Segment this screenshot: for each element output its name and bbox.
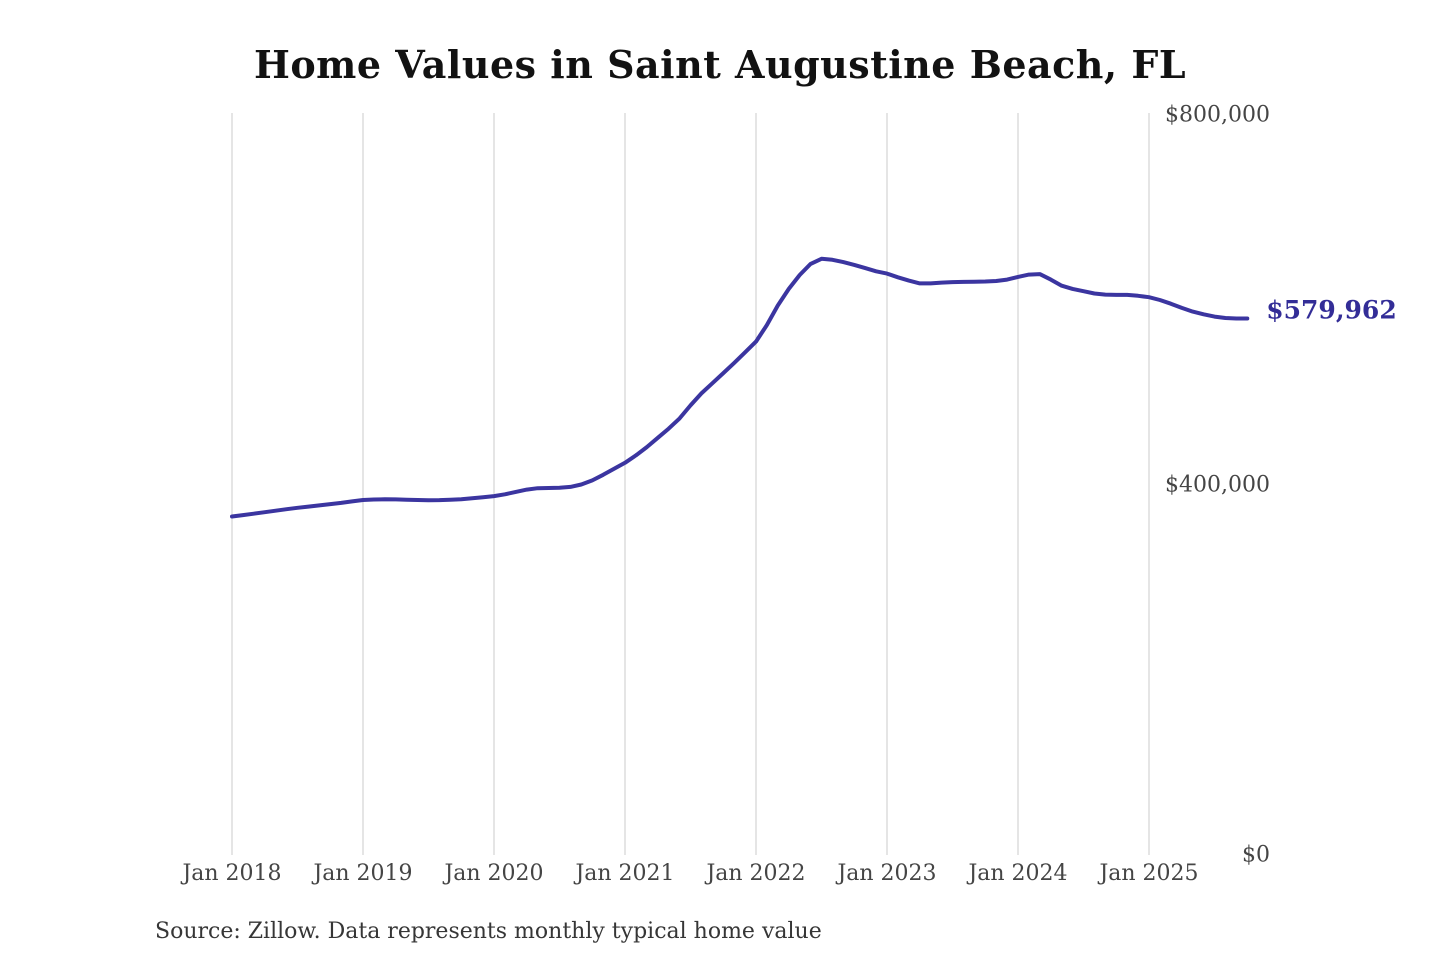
- x-axis-tick-label: Jan 2025: [1099, 861, 1199, 886]
- x-axis-tick-label: Jan 2020: [444, 861, 544, 886]
- x-axis-tick-label: Jan 2018: [182, 861, 282, 886]
- x-axis-tick-label: Jan 2021: [575, 861, 675, 886]
- y-axis-tick-label: $800,000: [1165, 102, 1270, 128]
- x-axis-tick-label: Jan 2023: [837, 861, 937, 886]
- y-axis-tick-label: $400,000: [1165, 472, 1270, 498]
- x-axis-tick-label: Jan 2019: [313, 861, 413, 886]
- chart-title: Home Values in Saint Augustine Beach, FL: [253, 42, 1187, 87]
- source-note: Source: Zillow. Data represents monthly …: [155, 919, 822, 944]
- home-value-line: [230, 256, 1250, 519]
- y-axis-tick-label: $0: [1242, 842, 1270, 868]
- gridlines: [231, 113, 1150, 855]
- current-value-label: $579,962: [1266, 295, 1397, 325]
- x-axis-tick-label: Jan 2022: [706, 861, 806, 886]
- x-axis-tick-label: Jan 2024: [968, 861, 1068, 886]
